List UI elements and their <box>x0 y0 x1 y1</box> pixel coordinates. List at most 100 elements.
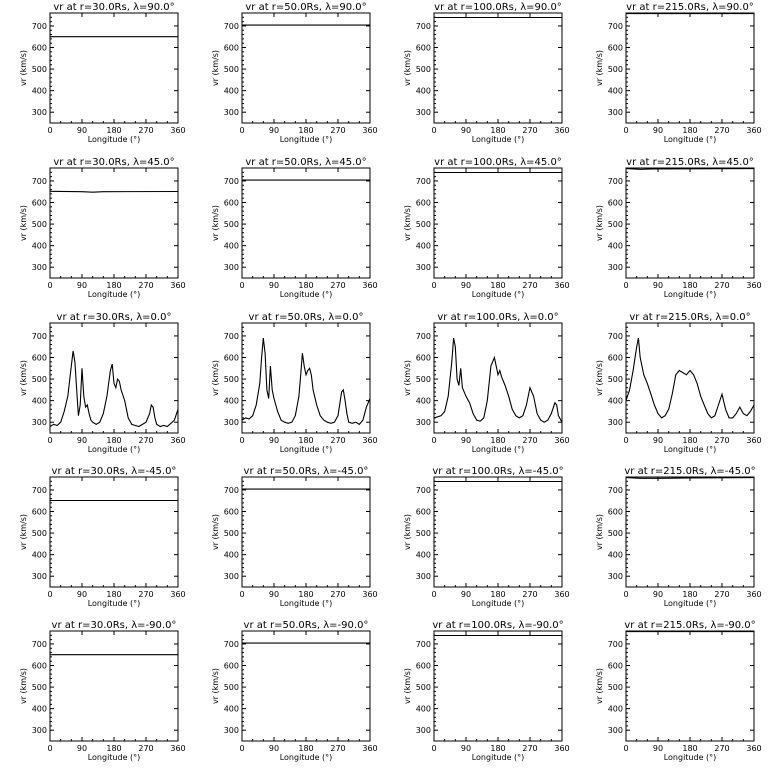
y-axis-label: vr (km/s) <box>211 360 220 396</box>
x-tick-label: 0 <box>47 126 52 135</box>
x-tick-label: 90 <box>461 436 471 445</box>
y-tick-label: 300 <box>416 726 431 735</box>
y-tick-label: 700 <box>416 22 431 31</box>
x-tick-label: 360 <box>170 744 185 753</box>
x-tick-label: 270 <box>714 126 729 135</box>
x-tick-label: 360 <box>554 126 569 135</box>
y-tick-label: 600 <box>224 662 239 671</box>
x-tick-label: 360 <box>746 744 761 753</box>
y-tick-label: 400 <box>224 87 239 96</box>
y-tick-label: 300 <box>32 418 47 427</box>
x-tick-label: 90 <box>77 436 87 445</box>
y-tick-label: 400 <box>416 551 431 560</box>
y-tick-label: 600 <box>416 199 431 208</box>
y-tick-label: 700 <box>224 177 239 186</box>
x-tick-label: 360 <box>362 744 377 753</box>
y-axis-label: vr (km/s) <box>211 205 220 241</box>
panel-title: vr at r=50.0Rs, λ=-45.0° <box>244 466 369 477</box>
panel-title: vr at r=215.0Rs, λ=0.0° <box>629 312 750 323</box>
y-tick-label: 500 <box>416 529 431 538</box>
panel-title: vr at r=100.0Rs, λ=-90.0° <box>432 620 563 631</box>
panel-title: vr at r=100.0Rs, λ=45.0° <box>434 157 562 168</box>
y-axis-label: vr (km/s) <box>403 668 412 704</box>
y-tick-label: 500 <box>32 683 47 692</box>
panel-title: vr at r=215.0Rs, λ=-90.0° <box>624 620 755 631</box>
series-line <box>625 168 755 170</box>
series-line <box>625 337 755 419</box>
y-tick-label: 600 <box>224 508 239 517</box>
y-tick-label: 500 <box>32 529 47 538</box>
y-axis-label: vr (km/s) <box>595 50 604 86</box>
panel-title: vr at r=30.0Rs, λ=0.0° <box>57 312 172 323</box>
x-tick-label: 360 <box>554 436 569 445</box>
plot-frame <box>625 630 755 742</box>
y-tick-label: 700 <box>608 22 623 31</box>
y-tick-label: 600 <box>416 508 431 517</box>
x-tick-label: 180 <box>298 126 313 135</box>
x-tick-label: 0 <box>431 436 436 445</box>
x-tick-label: 0 <box>623 436 628 445</box>
x-tick-label: 270 <box>522 281 537 290</box>
y-tick-label: 400 <box>224 551 239 560</box>
x-tick-label: 0 <box>239 126 244 135</box>
panel-4-0: vr at r=30.0Rs, λ=-90.0° 0 90 180 270 360 300 4… <box>19 620 186 762</box>
x-tick-label: 0 <box>623 126 628 135</box>
panel-title: vr at r=30.0Rs, λ=-45.0° <box>52 466 177 477</box>
x-tick-label: 90 <box>269 744 279 753</box>
x-tick-label: 180 <box>682 436 697 445</box>
panel-0-1: vr at r=50.0Rs, λ=90.0° 0 90 180 270 360 300 40… <box>211 2 378 144</box>
y-tick-label: 700 <box>32 640 47 649</box>
panel-3-3: vr at r=215.0Rs, λ=-45.0° 0 90 180 270 360 300… <box>595 466 762 608</box>
y-axis-label: vr (km/s) <box>403 360 412 396</box>
panel-3-1: vr at r=50.0Rs, λ=-45.0° 0 90 180 270 360 300 4… <box>211 466 378 608</box>
x-tick-label: 360 <box>362 281 377 290</box>
x-tick-label: 270 <box>330 590 345 599</box>
y-tick-label: 500 <box>32 220 47 229</box>
x-tick-label: 0 <box>239 744 244 753</box>
plot-frame <box>625 12 755 124</box>
plot-frame <box>49 476 179 588</box>
y-tick-label: 500 <box>224 529 239 538</box>
y-tick-label: 700 <box>416 640 431 649</box>
x-tick-label: 0 <box>239 436 244 445</box>
x-tick-label: 360 <box>170 436 185 445</box>
panel-2-3: vr at r=215.0Rs, λ=0.0° 0 90 180 270 360 300 40… <box>595 312 762 454</box>
x-tick-label: 360 <box>170 126 185 135</box>
x-tick-label: 90 <box>653 744 663 753</box>
panel-title: vr at r=50.0Rs, λ=0.0° <box>249 312 364 323</box>
x-tick-label: 90 <box>653 590 663 599</box>
x-tick-label: 90 <box>269 126 279 135</box>
x-tick-label: 270 <box>522 126 537 135</box>
panel-title: vr at r=50.0Rs, λ=45.0° <box>245 157 366 168</box>
y-tick-label: 600 <box>608 199 623 208</box>
y-tick-label: 600 <box>608 662 623 671</box>
y-tick-label: 500 <box>224 375 239 384</box>
plot-frame <box>241 12 371 124</box>
panel-2-2: vr at r=100.0Rs, λ=0.0° 0 90 180 270 360 300 40… <box>403 312 570 454</box>
panel-2-0: vr at r=30.0Rs, λ=0.0° 0 90 180 270 360 300 400… <box>19 312 186 454</box>
x-axis-label: Longitude (°) <box>280 445 333 454</box>
y-tick-label: 400 <box>416 87 431 96</box>
x-tick-label: 180 <box>298 281 313 290</box>
x-axis-label: Longitude (°) <box>664 445 717 454</box>
x-tick-label: 90 <box>269 281 279 290</box>
panel-1-2: vr at r=100.0Rs, λ=45.0° 0 90 180 270 360 300 4… <box>403 157 570 299</box>
x-axis-label: Longitude (°) <box>664 290 717 299</box>
x-tick-label: 270 <box>714 590 729 599</box>
y-tick-label: 300 <box>224 108 239 117</box>
y-axis-label: vr (km/s) <box>595 514 604 550</box>
y-tick-label: 300 <box>32 572 47 581</box>
y-tick-label: 300 <box>224 263 239 272</box>
y-tick-label: 400 <box>32 551 47 560</box>
y-tick-label: 300 <box>608 726 623 735</box>
x-tick-label: 90 <box>461 126 471 135</box>
y-tick-label: 600 <box>416 662 431 671</box>
x-tick-label: 0 <box>47 436 52 445</box>
x-axis-label: Longitude (°) <box>664 135 717 144</box>
x-tick-label: 270 <box>138 744 153 753</box>
y-tick-label: 500 <box>416 683 431 692</box>
x-axis-label: Longitude (°) <box>88 753 141 762</box>
x-tick-label: 0 <box>47 281 52 290</box>
plot-frame <box>49 630 179 742</box>
x-tick-label: 270 <box>138 126 153 135</box>
